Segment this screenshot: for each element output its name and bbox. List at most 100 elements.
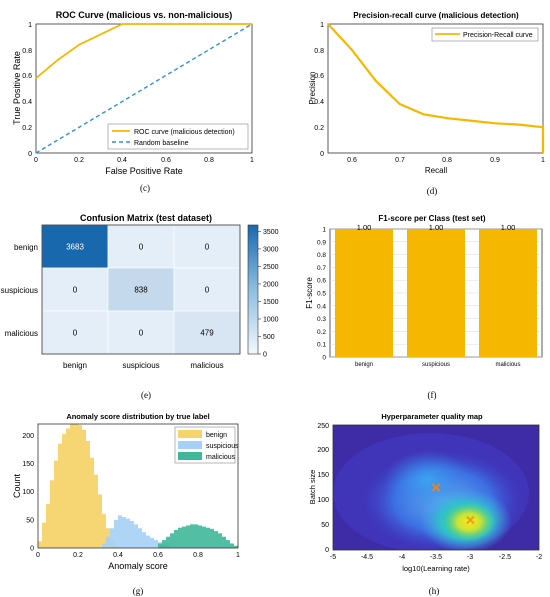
benign-bar: [82, 429, 86, 548]
f1-y-ticks: 0 0.1 0.2 0.3 0.4 0.5 0.6 0.7 0.8 0.9 1: [317, 227, 326, 362]
f1-bar-value: 1.00: [501, 223, 516, 232]
benign-bar: [98, 494, 102, 548]
pr-y-axis-label: Precision: [308, 72, 317, 105]
pr-ytick-label: 0.6: [314, 73, 324, 80]
pr-ytick-label: 0: [320, 151, 324, 158]
roc-y-ticks: 0 0.2 0.4 0.6 0.8 1: [22, 22, 32, 158]
benign-bar: [42, 522, 46, 548]
malicious-bar: [170, 533, 174, 548]
roc-xtick-label: 1: [250, 157, 254, 164]
suspicious-bar: [106, 536, 110, 548]
malicious-bar: [230, 543, 234, 548]
benign-bar: [70, 424, 74, 548]
cm-colorbar-label: 2000: [263, 281, 279, 288]
caption-f: (f): [428, 390, 437, 400]
cm-col-labels: benign suspicious malicious: [63, 361, 224, 370]
suspicious-bar: [146, 535, 150, 548]
hp-x-axis-label: log10(Learning rate): [402, 564, 470, 573]
pr-xtick-label: 0.6: [347, 157, 357, 164]
cm-row-label: benign: [14, 243, 38, 252]
f1-bars: [335, 229, 537, 357]
malicious-legend-label: malicious: [206, 454, 236, 461]
hyperparameter-map-chart: Hyperparameter quality map 0 50 100 150 …: [308, 412, 542, 573]
cm-cells: 3683 0 0 0 838 0 0 0 479: [41, 224, 241, 355]
hist-ytick-label: 150: [22, 461, 34, 468]
cm-colorbar: [247, 224, 259, 355]
roc-ytick-label: 0.2: [22, 125, 32, 132]
hp-xtick-label: -5: [330, 554, 336, 561]
malicious-bar: [234, 545, 238, 548]
suspicious-bar: [130, 520, 134, 548]
roc-title: ROC Curve (malicious vs. non-malicious): [56, 10, 233, 20]
pr-x-ticks: 0.6 0.7 0.8 0.9 1: [347, 157, 545, 164]
hp-marker: [466, 515, 475, 525]
cm-col-label: benign: [63, 361, 87, 370]
cm-colorbar-label: 3500: [263, 229, 279, 236]
cm-colorbar-ticks: 0 500 1000 1500 2000 2500 3000 3500: [258, 229, 279, 359]
cm-col-label: suspicious: [122, 361, 159, 370]
hp-ytick-label: 200: [317, 447, 329, 454]
cm-colorbar-label: 2500: [263, 264, 279, 271]
f1-category-label: malicious: [495, 362, 520, 368]
hp-title: Hyperparameter quality map: [381, 412, 483, 421]
cm-cell: [173, 310, 241, 355]
malicious-bar: [182, 526, 186, 548]
pr-legend: Precision-Recall curve: [431, 27, 539, 42]
cm-cell-value: 838: [134, 286, 148, 295]
hp-x-ticks: -5 -4.5 -4 -3.5 -3 -2.5 -2: [330, 554, 542, 561]
cm-cell: [107, 310, 175, 355]
f1-bar-value: 1.00: [357, 223, 372, 232]
hist-xtick-label: 1: [236, 552, 240, 559]
suspicious-bar: [126, 518, 130, 548]
f1-value-labels: 1.00 1.00 1.00: [357, 223, 516, 232]
cm-row-label: suspicious: [1, 286, 38, 295]
cm-colorbar-label: 1000: [263, 316, 279, 323]
pr-title: Precision-recall curve (malicious detect…: [353, 11, 519, 20]
pr-xtick-label: 1: [541, 157, 545, 164]
pr-legend-label: Precision-Recall curve: [463, 32, 533, 39]
confusion-matrix-chart: Confusion Matrix (test dataset) 3683 0 0 0 8…: [1, 213, 279, 370]
benign-bar: [54, 460, 58, 548]
f1-ytick-label: 1: [322, 227, 326, 234]
f1-bar: [407, 229, 465, 357]
benign-bar: [66, 428, 70, 548]
roc-x-ticks: 0 0.2 0.4 0.6 0.8 1: [34, 157, 254, 164]
f1-x-ticks: benign suspicious malicious: [355, 362, 521, 368]
hp-xtick-label: -4.5: [361, 554, 373, 561]
malicious-bar: [226, 540, 230, 548]
suspicious-bar: [154, 540, 158, 548]
benign-bar: [46, 504, 50, 548]
roc-ytick-label: 0.6: [22, 73, 32, 80]
f1-y-axis-label: F1-score: [305, 277, 314, 309]
benign-bar: [78, 425, 82, 548]
malicious-bar: [162, 540, 166, 548]
pr-ytick-label: 0.4: [314, 99, 324, 106]
caption-g: (g): [133, 586, 144, 596]
hp-y-axis-label: Batch size: [308, 470, 317, 505]
malicious-bar: [158, 543, 162, 548]
hist-x-ticks: 0 0.2 0.4 0.6 0.8 1: [36, 552, 240, 559]
benign-bar: [94, 474, 98, 548]
malicious-bar: [210, 528, 214, 548]
hist-xtick-label: 0.6: [153, 552, 163, 559]
hp-xtick-label: -3.5: [430, 554, 442, 561]
hist-xtick-label: 0: [36, 552, 40, 559]
pr-chart: Precision-recall curve (malicious detect…: [308, 11, 545, 175]
f1-title: F1-score per Class (test set): [378, 214, 485, 223]
roc-x-axis-label: False Positive Rate: [105, 166, 183, 176]
pr-curve-line: [327, 23, 545, 153]
benign-bar: [58, 443, 62, 548]
roc-curve-line: [35, 23, 252, 79]
benign-legend-swatch: [178, 430, 202, 438]
hp-ytick-label: 50: [321, 522, 329, 529]
suspicious-bar: [122, 517, 126, 548]
suspicious-bar: [142, 532, 146, 548]
malicious-bar: [198, 525, 202, 548]
pr-legend-box: [431, 27, 539, 42]
cm-colorbar-label: 0: [263, 352, 267, 359]
f1-bar: [335, 229, 393, 357]
suspicious-bar: [138, 528, 142, 548]
hist-y-axis-label: Count: [12, 474, 22, 499]
f1-ytick-label: 0.8: [317, 252, 326, 259]
